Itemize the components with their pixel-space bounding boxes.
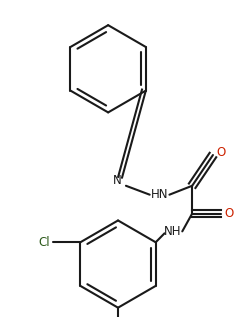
Text: Cl: Cl	[38, 236, 50, 249]
Text: NH: NH	[164, 225, 181, 238]
Text: N: N	[113, 174, 121, 187]
Text: O: O	[224, 207, 233, 220]
Text: O: O	[216, 146, 226, 159]
Text: HN: HN	[151, 188, 168, 201]
